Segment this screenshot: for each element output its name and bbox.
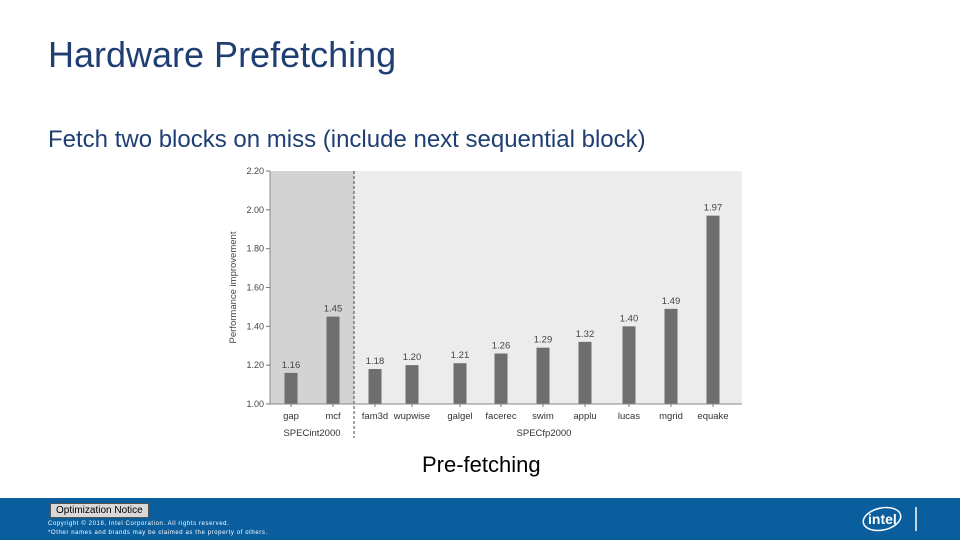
bar-lucas [622,326,636,404]
y-tick-label: 1.80 [246,244,264,254]
x-tick-label-equake: equake [697,411,728,422]
value-label-lucas: 1.40 [620,313,639,324]
value-label-swim: 1.29 [534,335,553,346]
value-label-galgel: 1.21 [451,350,470,361]
x-tick-label-fam3d: fam3d [362,411,388,422]
slide-subtitle: Fetch two blocks on miss (include next s… [48,126,646,153]
y-tick-label: 1.20 [246,360,264,370]
bar-swim [536,347,550,404]
copyright-text: Copyright © 2018, Intel Corporation. All… [48,520,268,538]
optimization-notice-link[interactable]: Optimization Notice [50,503,149,518]
group-label-specint: SPECint2000 [283,428,340,439]
chart-caption: Pre-fetching [422,452,541,477]
intel-logo-text: intel [868,511,897,527]
prefetching-bar-chart: 1.16 1.45 1.18 1.20 1.21 1.26 1.29 1.32 1.40 1.49… [228,166,742,439]
x-tick-label-gap: gap [283,411,299,422]
value-label-facerec: 1.26 [492,341,511,352]
value-label-gap: 1.16 [282,360,301,371]
y-tick-label: 1.40 [246,321,264,331]
bar-fam3d [368,369,382,404]
x-tick-label-applu: applu [573,411,596,422]
bar-gap [284,372,298,404]
x-tick-label-swim: swim [532,411,554,422]
value-label-mgrid: 1.49 [662,296,681,307]
value-label-mcf: 1.45 [324,304,343,315]
slide-title: Hardware Prefetching [48,34,397,75]
specint-background [270,171,354,404]
value-label-fam3d: 1.18 [366,356,385,367]
bar-mcf [326,316,340,404]
bar-equake [706,215,720,404]
intel-logo-icon: intel [862,506,917,532]
value-label-wupwise: 1.20 [403,352,422,363]
bar-facerec [494,353,508,404]
y-axis-label: Performance improvement [228,231,239,343]
bar-applu [578,341,592,404]
y-tick-label: 2.00 [246,205,264,215]
x-tick-label-mgrid: mgrid [659,411,683,422]
x-tick-label-facerec: facerec [485,411,516,422]
value-label-applu: 1.32 [576,329,595,340]
x-tick-label-wupwise: wupwise [393,411,430,422]
x-tick-label-mcf: mcf [325,411,341,422]
value-label-equake: 1.97 [704,203,723,214]
bar-wupwise [405,365,419,404]
copyright-line-1: Copyright © 2018, Intel Corporation. All… [48,521,230,527]
y-tick-label: 1.60 [246,283,264,293]
group-label-specfp: SPECfp2000 [517,428,572,439]
y-tick-label: 1.00 [246,399,264,409]
footer-bar: Optimization Notice Copyright © 2018, In… [0,498,960,540]
copyright-line-2: *Other names and brands may be claimed a… [48,530,268,536]
x-tick-label-lucas: lucas [618,411,640,422]
bar-mgrid [664,308,678,404]
bar-galgel [453,363,467,404]
y-tick-label: 2.20 [246,166,264,176]
x-tick-label-galgel: galgel [447,411,472,422]
